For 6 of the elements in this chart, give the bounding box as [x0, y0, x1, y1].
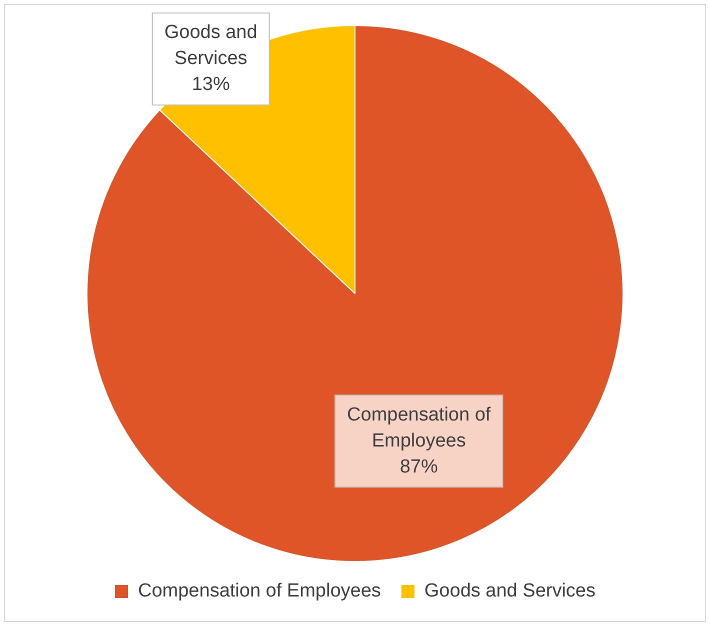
- legend-label: Goods and Services: [424, 580, 596, 602]
- legend-label: Compensation of Employees: [138, 580, 381, 602]
- slice-label: Goods and Services: [164, 22, 258, 70]
- slice-label: Compensation of Employees: [347, 404, 492, 452]
- data-label: 87%: [400, 456, 438, 478]
- data-label: 13%: [192, 74, 230, 96]
